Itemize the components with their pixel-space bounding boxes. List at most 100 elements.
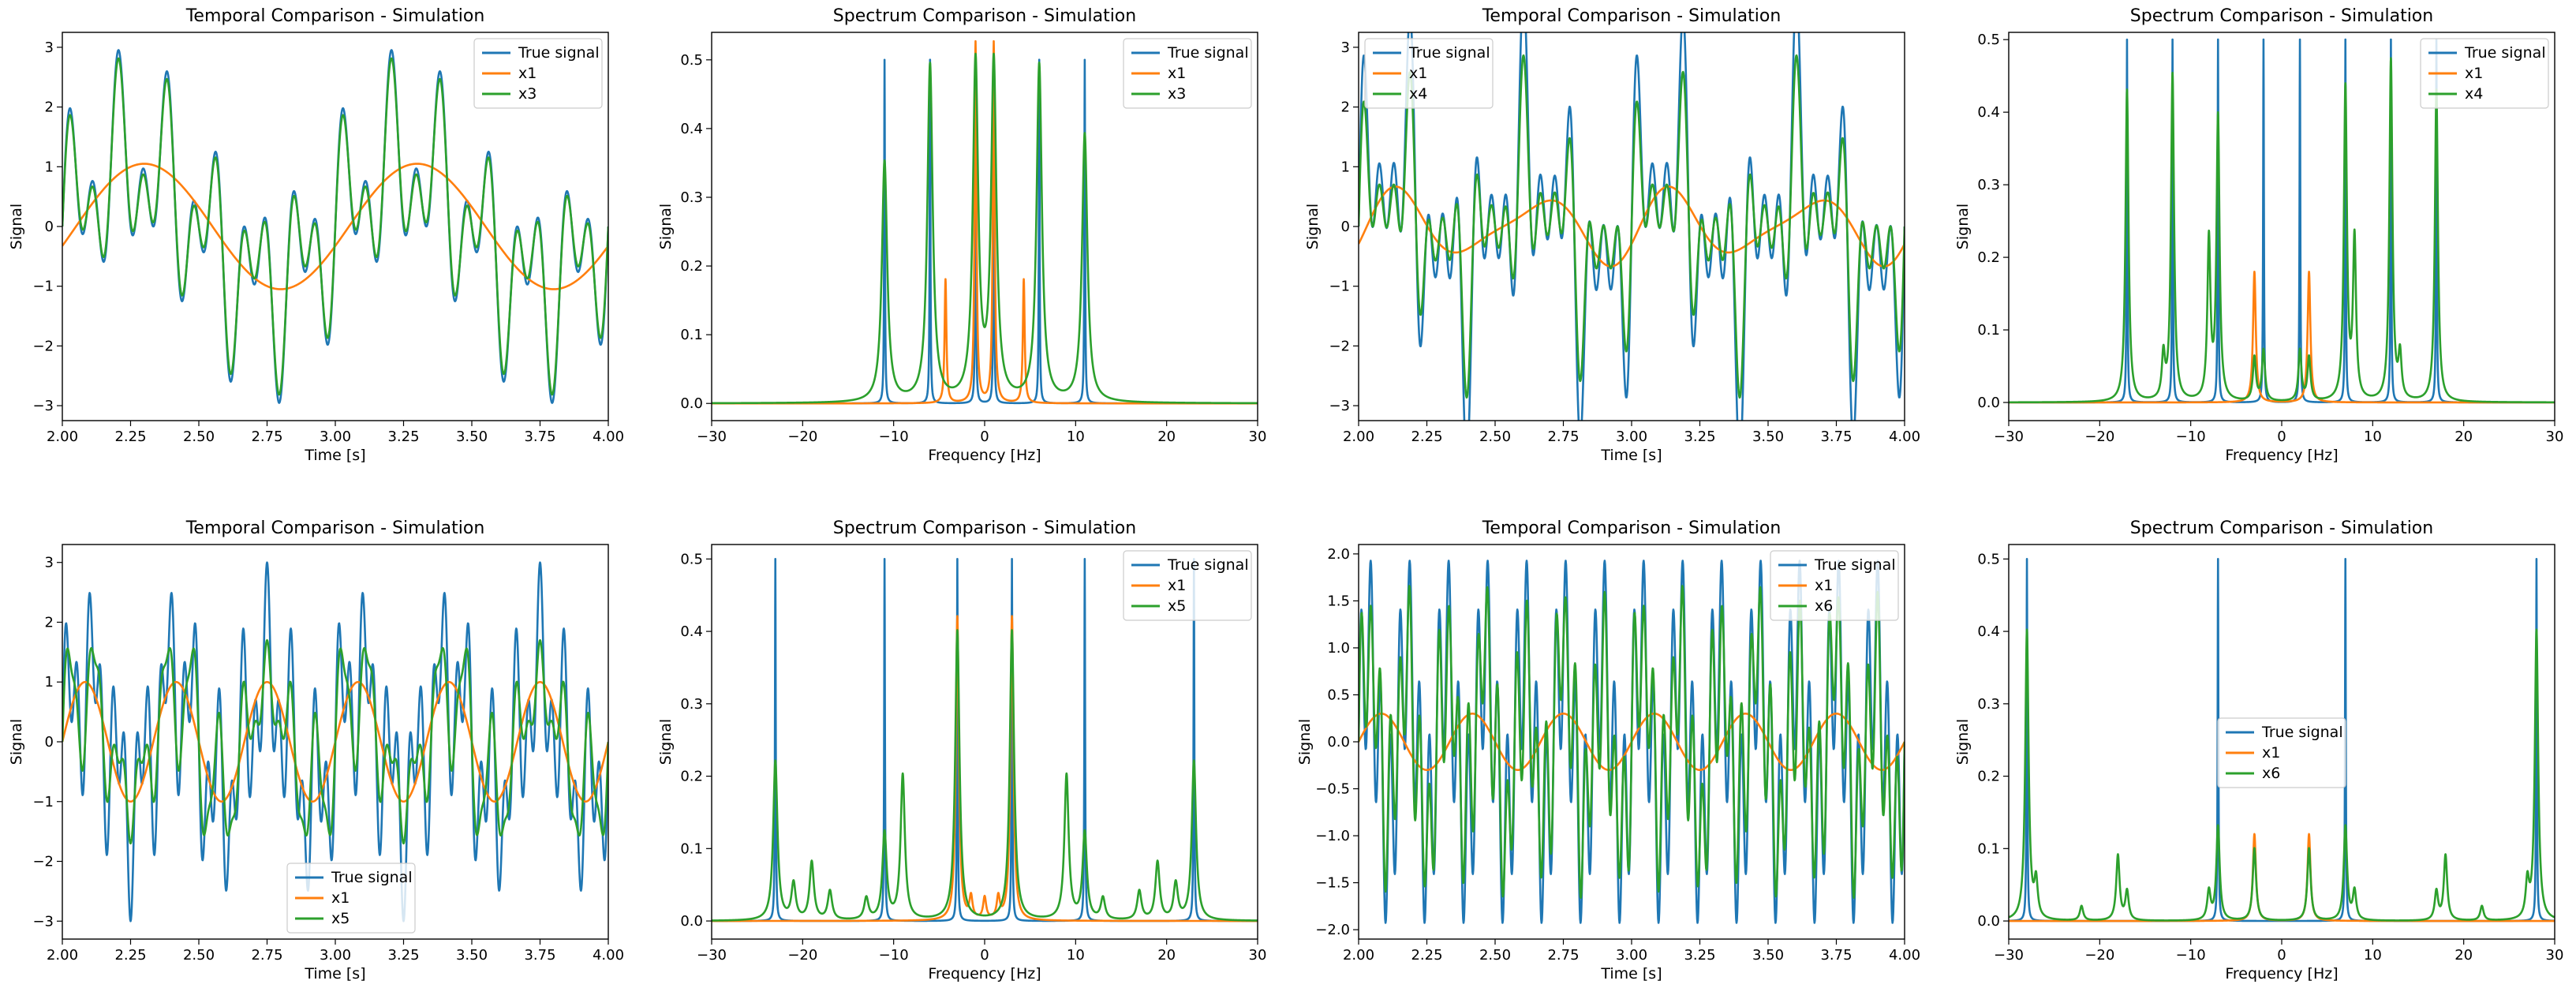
plot-area [62,561,608,923]
y-axis-label: Signal [1954,719,1972,765]
x-tick-label: −30 [1994,429,2024,445]
x-tick-label: −10 [879,947,909,964]
y-tick-label: 2.0 [1327,546,1350,563]
y-tick-label: −1 [32,279,54,295]
x-tick-label: 2.75 [251,429,282,445]
legend-label: True signal [1167,556,1249,574]
x-tick-label: 4.00 [1889,429,1920,445]
x-tick-label: −20 [2084,947,2114,964]
y-tick-label: 3 [45,555,54,571]
y-tick-label: −1 [1329,279,1350,295]
legend-label: x1 [331,889,350,907]
y-tick-label: 0.0 [1327,734,1350,750]
legend: True signal x1 x4 [2420,38,2549,109]
x-tick-label: 0 [2277,429,2286,445]
legend-box [1770,550,1899,621]
x-tick-label: 3.25 [1684,947,1715,964]
legend-label: x1 [518,65,537,82]
y-tick-label: 1.5 [1327,593,1350,609]
legend-label: x6 [2262,765,2280,782]
x-tick-label: 10 [1067,429,1085,445]
chart-title: Temporal Comparison - Simulation [1482,6,1782,26]
x-axis-label: Frequency [Hz] [2225,965,2338,982]
y-tick-label: 0.4 [1977,104,2000,121]
x-tick-label: 3.00 [1616,947,1647,964]
plot-area [2009,38,2555,404]
y-tick-label: −2 [32,338,54,354]
subplot-2: Spectrum Comparison - Simulation −30 −20 −1… [657,6,1266,464]
x-tick-label: 30 [1249,947,1267,964]
y-tick-label: 0.5 [680,551,703,567]
chart-title: Spectrum Comparison - Simulation [833,6,1136,26]
plot-area [2009,558,2555,923]
y-tick-label: −2 [1329,338,1350,354]
x-tick-label: −20 [2084,429,2114,445]
x-tick-label: 2.00 [47,429,78,445]
x-tick-label: 20 [1157,429,1176,445]
legend: True signal x1 x6 [2217,717,2346,788]
y-tick-label: 0.1 [1977,840,2000,857]
x-tick-label: −30 [697,429,727,445]
y-tick-label: 0 [1341,219,1350,235]
chart-title: Temporal Comparison - Simulation [1482,518,1782,538]
x-tick-label: 2.25 [1411,429,1442,445]
legend-label: True signal [1408,44,1490,62]
legend-label: True signal [2464,44,2546,62]
legend-label: x1 [2465,65,2483,82]
legend: True signal x1 x5 [286,863,416,934]
x-tick-label: 2.50 [183,429,215,445]
y-tick-label: 0.4 [680,623,703,640]
x-tick-label: 2.50 [1479,429,1511,445]
legend-label: x1 [1815,577,1833,594]
series-line-x3 [62,57,608,396]
legend-label: x4 [2465,85,2483,103]
subplot-1: Temporal Comparison - Simulation 2.00 2.25… [8,6,624,464]
x-tick-label: 2.75 [1547,429,1579,445]
x-tick-label: 30 [2546,947,2564,964]
subplot-3: Temporal Comparison - Simulation 2.00 2.25… [1304,6,1920,464]
series-line-x6 [1359,585,1905,899]
x-tick-label: 20 [2454,947,2473,964]
x-tick-label: 30 [1249,429,1267,445]
x-tick-label: −20 [787,429,817,445]
y-tick-label: −3 [32,913,54,930]
plot-area [1359,32,1905,421]
x-tick-label: 2.25 [114,947,146,964]
y-axis-label: Signal [8,204,25,249]
legend-box [1123,38,1252,109]
subplot-5: Temporal Comparison - Simulation 2.00 2.25… [8,518,624,982]
y-tick-label: 0.3 [1977,177,2000,193]
x-tick-label: 2.50 [1479,947,1511,964]
x-tick-label: 4.00 [593,429,624,445]
y-axis-label: Signal [1296,719,1314,765]
x-axis-label: Time [s] [304,447,365,464]
legend: True signal x1 x3 [1123,38,1252,109]
x-tick-label: 2.50 [183,947,215,964]
y-tick-label: 3 [1341,39,1350,56]
legend: True signal x1 x6 [1770,550,1899,621]
series-line-x1 [2009,833,2555,923]
y-tick-label: 0.2 [680,769,703,785]
y-axis-label: Signal [1954,204,1972,249]
x-axis-label: Time [s] [1600,965,1662,982]
y-tick-label: 0.0 [680,395,703,412]
x-tick-label: 4.00 [1889,947,1920,964]
y-tick-label: 0.0 [680,913,703,930]
x-tick-label: −30 [697,947,727,964]
series-line-x4 [2009,57,2555,404]
legend-label: x1 [1168,577,1186,594]
legend-label: x3 [1168,85,1186,103]
y-tick-label: 2 [45,614,54,631]
x-tick-label: 2.75 [1547,947,1579,964]
legend-label: True signal [518,44,600,62]
legend-label: x1 [1168,65,1186,82]
legend-label: x5 [1168,597,1186,615]
legend: True signal x1 x3 [473,38,603,109]
x-tick-label: 2.00 [47,947,78,964]
x-tick-label: 3.25 [387,429,419,445]
y-tick-label: 3 [45,39,54,56]
x-tick-label: 0 [980,947,989,964]
x-tick-label: 3.75 [1820,429,1852,445]
legend-label: x1 [2262,744,2280,762]
legend-label: x3 [518,85,537,103]
